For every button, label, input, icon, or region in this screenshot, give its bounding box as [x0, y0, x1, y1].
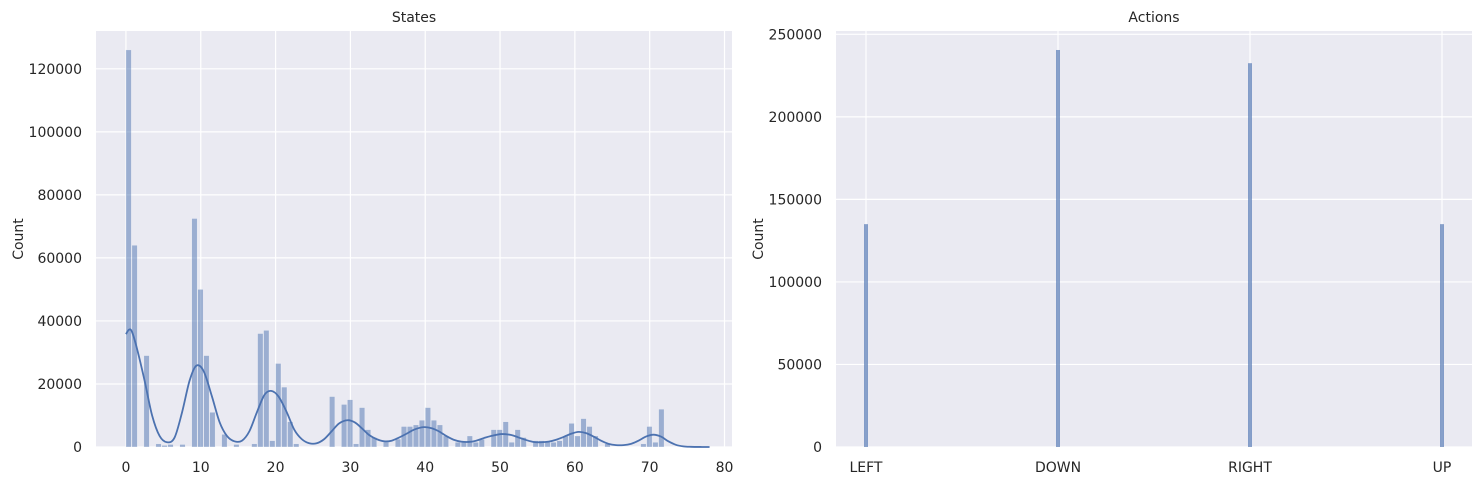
- states-bar: [341, 404, 348, 448]
- states-bar: [550, 442, 557, 448]
- actions-plot-area: [836, 31, 1472, 447]
- actions-y-tick-label: 100000: [769, 275, 822, 291]
- states-bar: [460, 442, 467, 448]
- states-bar: [496, 429, 503, 448]
- states-y-tick-label: 20000: [37, 377, 82, 393]
- states-bar: [251, 443, 258, 448]
- states-y-tick-label: 0: [73, 440, 82, 456]
- states-panel: 0 10 20 30 40 50 60 70 80 0 20000 40000 60000 80000 1…: [11, 10, 733, 476]
- states-y-tick-label: 120000: [29, 62, 82, 78]
- states-bar: [209, 412, 216, 448]
- states-bar: [658, 408, 665, 448]
- states-bar: [197, 289, 204, 448]
- states-plot-area: [96, 31, 732, 447]
- actions-y-tick-label: 0: [813, 440, 822, 456]
- states-bar: [532, 440, 539, 448]
- states-bar: [454, 442, 461, 448]
- states-bar: [556, 440, 563, 448]
- states-bar: [419, 420, 425, 448]
- actions-y-tick-label: 150000: [769, 192, 822, 208]
- states-x-tick-label: 20: [267, 460, 285, 476]
- states-bar: [179, 444, 186, 448]
- states-bar: [395, 438, 401, 448]
- actions-y-tick-label: 250000: [769, 27, 822, 43]
- actions-x-tick-label: LEFT: [849, 460, 882, 476]
- actions-y-label: Count: [751, 218, 767, 260]
- states-x-tick-label: 0: [121, 460, 130, 476]
- states-bar: [520, 437, 527, 448]
- states-bar: [490, 429, 497, 448]
- states-x-tick-label: 60: [566, 460, 584, 476]
- states-bar: [167, 444, 174, 448]
- states-title: States: [392, 10, 436, 26]
- states-bar: [329, 396, 336, 448]
- actions-y-tick-label: 200000: [769, 110, 822, 126]
- states-bar: [125, 49, 132, 448]
- states-bar: [538, 440, 545, 448]
- states-x-tick-label: 30: [341, 460, 359, 476]
- states-bars: [125, 49, 665, 448]
- states-y-tick-label: 60000: [37, 251, 82, 267]
- states-bar: [191, 218, 198, 448]
- states-bar: [652, 442, 659, 448]
- states-bar: [257, 333, 264, 448]
- actions-x-tick-label: UP: [1433, 460, 1452, 476]
- states-x-tick-label: 70: [641, 460, 659, 476]
- states-bar: [155, 443, 162, 448]
- states-bar: [365, 429, 371, 448]
- states-bar: [431, 420, 437, 448]
- states-y-tick-label: 80000: [37, 188, 82, 204]
- states-bar: [472, 442, 479, 448]
- states-bar: [131, 245, 138, 448]
- states-bar: [263, 330, 270, 448]
- states-x-tick-label: 40: [416, 460, 434, 476]
- states-bar: [544, 442, 551, 448]
- states-bar: [407, 426, 413, 448]
- actions-bar-right: [1248, 63, 1252, 447]
- states-bar: [293, 443, 300, 448]
- states-bar: [413, 424, 419, 448]
- actions-x-tick-label: RIGHT: [1228, 460, 1272, 476]
- states-bar: [383, 442, 389, 448]
- states-bar: [347, 399, 353, 448]
- states-x-tick-label: 50: [491, 460, 509, 476]
- states-x-tick-label: 80: [716, 460, 734, 476]
- actions-bar-left: [864, 224, 868, 447]
- actions-y-ticks: 0 50000 100000 150000 200000 250000: [769, 27, 822, 456]
- states-x-tick-label: 10: [192, 460, 210, 476]
- states-bar: [436, 424, 443, 448]
- actions-x-ticks: LEFT DOWN RIGHT UP: [849, 460, 1451, 476]
- actions-panel: LEFT DOWN RIGHT UP 0 50000 100000 150000 200000…: [751, 10, 1472, 476]
- states-bar: [233, 444, 240, 448]
- actions-bar-up: [1440, 224, 1444, 447]
- states-bar: [275, 363, 282, 448]
- states-bar: [161, 445, 168, 448]
- states-kde-line: [125, 328, 710, 448]
- states-bar: [574, 435, 581, 448]
- states-bar: [269, 440, 276, 448]
- states-bar: [640, 443, 647, 448]
- states-x-ticks: 0 10 20 30 40 50 60 70 80: [121, 460, 733, 476]
- states-y-ticks: 0 20000 40000 60000 80000 100000 120000: [29, 62, 82, 456]
- states-bar: [353, 443, 359, 448]
- states-bar: [281, 386, 288, 448]
- states-bar: [586, 426, 593, 448]
- actions-title: Actions: [1128, 10, 1179, 26]
- actions-x-tick-label: DOWN: [1035, 460, 1081, 476]
- states-bar: [508, 442, 515, 448]
- states-y-tick-label: 100000: [29, 125, 82, 141]
- states-bar: [221, 434, 228, 448]
- actions-y-tick-label: 50000: [777, 357, 822, 373]
- actions-bars: [864, 49, 1444, 447]
- states-y-label: Count: [11, 218, 27, 260]
- states-bar: [203, 355, 210, 448]
- actions-bar-down: [1056, 49, 1060, 447]
- states-y-tick-label: 40000: [37, 314, 82, 330]
- states-bar: [592, 435, 599, 448]
